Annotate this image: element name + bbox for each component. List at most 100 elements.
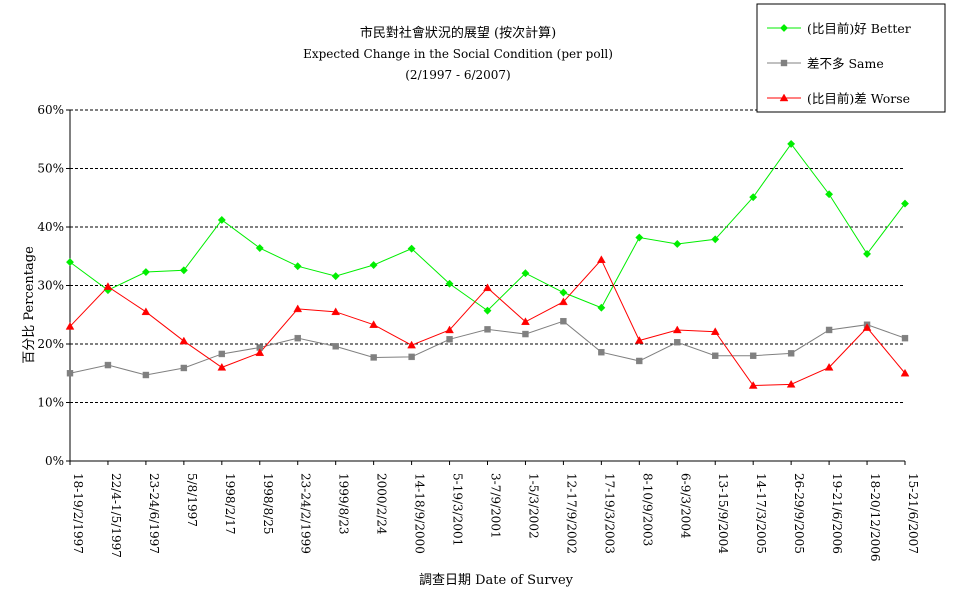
data-point <box>711 235 720 244</box>
series-line <box>69 258 906 387</box>
x-tick-label: 5/8/1997 <box>185 473 199 527</box>
data-point <box>787 350 795 357</box>
data-point <box>255 244 264 252</box>
data-point <box>407 244 416 253</box>
data-point <box>66 258 74 267</box>
x-tick-label: 23-24/2/1999 <box>299 473 313 554</box>
data-point <box>407 340 416 349</box>
x-tick-label: 19-21/6/2006 <box>830 473 844 554</box>
data-point <box>787 140 796 148</box>
data-point <box>483 283 492 292</box>
data-point <box>446 336 453 343</box>
data-point <box>483 306 492 315</box>
data-point <box>293 304 303 313</box>
data-point <box>901 334 909 342</box>
legend-label: (比目前)差 Worse <box>807 91 910 106</box>
data-point <box>331 307 341 316</box>
x-tick-label: 14-18/9/2000 <box>413 473 427 554</box>
chart-subtitle: Expected Change in the Social Condition … <box>303 47 613 61</box>
data-point <box>674 339 681 346</box>
x-tick-label: 6-9/3/2004 <box>678 473 692 539</box>
x-tick-label: 5-19/3/2001 <box>451 473 465 546</box>
data-point <box>331 272 340 281</box>
x-axis-ticks: 18-19/2/1997 22/4-1/5/1997 23-24/6/1997 5/8… <box>69 461 920 562</box>
data-point <box>559 297 568 306</box>
data-point <box>597 255 606 263</box>
data-point <box>560 317 567 325</box>
series-markers <box>65 140 910 389</box>
data-point <box>104 361 112 369</box>
data-point <box>825 190 834 199</box>
data-point <box>370 354 377 361</box>
gridlines <box>70 109 905 403</box>
y-tick-label: 40% <box>37 220 64 234</box>
data-point <box>749 193 758 202</box>
data-point <box>294 334 301 342</box>
data-point <box>635 233 644 242</box>
data-point <box>710 327 720 335</box>
x-tick-label: 17-19/3/2003 <box>602 473 616 554</box>
data-point <box>634 336 644 344</box>
y-tick-label: 30% <box>37 279 64 293</box>
data-point <box>862 323 872 331</box>
x-axis-title: 調查日期 Date of Survey <box>419 573 574 588</box>
data-point <box>521 269 530 278</box>
y-tick-label: 50% <box>37 162 64 176</box>
data-point <box>66 370 74 377</box>
data-point <box>748 381 758 389</box>
data-point <box>636 357 643 365</box>
x-tick-label: 1998/8/25 <box>261 473 275 535</box>
legend-marker <box>780 59 788 67</box>
x-tick-label: 22/4-1/5/1997 <box>109 473 123 558</box>
legend-marker <box>779 93 789 102</box>
data-point <box>484 326 491 333</box>
data-point <box>217 362 227 371</box>
x-tick-label: 2000/2/24 <box>375 473 389 535</box>
legend-marker <box>780 24 788 32</box>
data-point <box>597 303 606 312</box>
data-point <box>749 352 757 359</box>
data-point <box>712 352 719 359</box>
data-point <box>559 288 568 297</box>
data-point <box>65 322 75 330</box>
data-point <box>141 268 150 276</box>
legend: (比目前)好 Better 差不多 Same (比目前)差 Worse <box>756 3 946 113</box>
y-tick-label: 10% <box>37 396 64 410</box>
chart-titles: 市民對社會狀況的展望 (按次計算) Expected Change in the… <box>303 25 613 82</box>
y-axis-title: 百分比 Percentage <box>22 246 37 364</box>
data-point <box>142 371 150 379</box>
y-axis-ticks: 0% 10% 20% 30% 40% 50% 60% <box>37 103 70 468</box>
x-tick-label: 1999/8/23 <box>337 473 351 535</box>
data-point <box>863 249 871 258</box>
chart-title: 市民對社會狀況的展望 (按次計算) <box>360 25 556 41</box>
data-point <box>598 348 605 356</box>
data-point <box>521 317 530 325</box>
x-tick-label: 15-21/6/2007 <box>906 473 920 554</box>
data-point <box>369 261 378 269</box>
legend-box <box>756 3 946 113</box>
data-point <box>673 240 682 248</box>
x-tick-label: 1998/2/17 <box>223 473 237 535</box>
y-tick-label: 20% <box>37 337 64 351</box>
data-point <box>217 216 226 224</box>
data-point <box>445 279 454 288</box>
data-point <box>900 368 910 377</box>
x-tick-label: 12-17/9/2002 <box>564 473 578 554</box>
data-point <box>522 330 529 338</box>
data-point <box>103 282 113 290</box>
data-point <box>179 266 188 275</box>
legend-label: (比目前)好 Better <box>807 21 911 36</box>
x-tick-label: 3-7/9/2001 <box>489 473 503 539</box>
data-point <box>293 262 302 271</box>
x-tick-label: 14-17/3/2005 <box>754 473 768 554</box>
chart-period: (2/1997 - 6/2007) <box>405 68 510 82</box>
data-point <box>445 325 454 334</box>
data-point <box>786 379 796 388</box>
x-tick-label: 8-10/9/2003 <box>640 473 654 546</box>
x-tick-label: 1-5/3/2002 <box>526 473 540 539</box>
data-point <box>672 325 682 334</box>
y-tick-label: 0% <box>45 454 64 468</box>
data-point <box>255 348 265 356</box>
data-point <box>901 199 909 208</box>
